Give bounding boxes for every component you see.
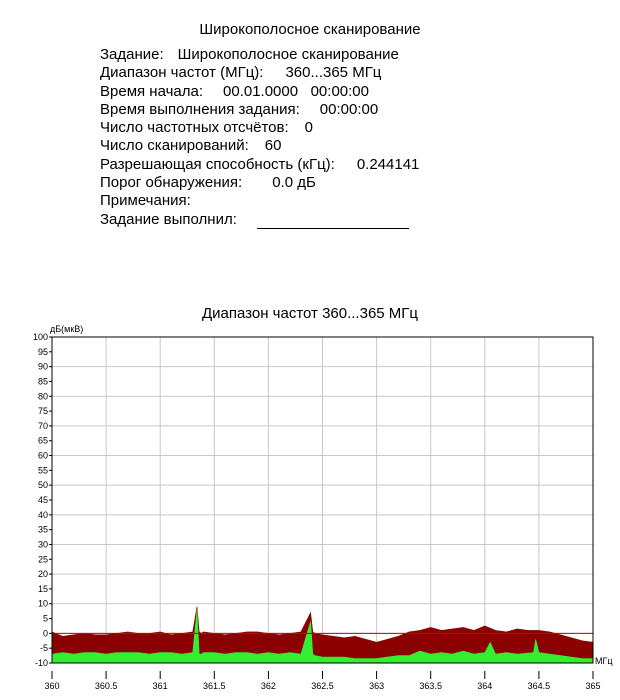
x-tick-label: 365 xyxy=(585,681,600,691)
report-row: Диапазон частот (МГц): 360...365 МГц xyxy=(100,64,419,82)
report-row-label: Диапазон частот (МГц): xyxy=(100,64,264,82)
y-tick-label: 70 xyxy=(38,421,48,431)
report-row-label: Время выполнения задания: xyxy=(100,100,300,118)
x-tick-label: 364 xyxy=(477,681,492,691)
x-tick-label: 364.5 xyxy=(528,681,551,691)
report-row: Порог обнаружения: 0.0 дБ xyxy=(100,174,419,192)
y-tick-label: 20 xyxy=(38,569,48,579)
report-row-value: Широкополосное сканирование xyxy=(177,46,399,63)
report-row: Примечания: xyxy=(100,192,419,210)
y-tick-label: 40 xyxy=(38,510,48,520)
y-tick-label: 35 xyxy=(38,525,48,535)
y-tick-label: 80 xyxy=(38,391,48,401)
y-tick-label: 5 xyxy=(43,614,48,624)
x-tick-label: 362 xyxy=(261,681,276,691)
report-row-value: 0.244141 xyxy=(356,155,420,173)
y-tick-label: 30 xyxy=(38,539,48,549)
report-row-label: Разрешающая способность (кГц): xyxy=(100,155,335,173)
x-tick-label: 363.5 xyxy=(419,681,442,691)
x-tick-label: 362.5 xyxy=(311,681,334,691)
report-row: Задание выполнил: xyxy=(100,211,419,229)
y-tick-label: 75 xyxy=(38,406,48,416)
x-tick-label: 360.5 xyxy=(95,681,118,691)
y-tick-label: 45 xyxy=(38,495,48,505)
report-row-label: Число частотных отсчётов: xyxy=(100,119,289,137)
report-row-value: 0.0 дБ xyxy=(272,174,316,192)
report-row-label: Задание: xyxy=(100,46,164,63)
report-row: Время выполнения задания: 00:00:00 xyxy=(100,101,419,119)
y-axis-label: дБ(мкВ) xyxy=(50,324,83,334)
y-tick-label: 100 xyxy=(33,332,48,342)
x-tick-label: 360 xyxy=(44,681,59,691)
y-tick-label: 0 xyxy=(43,628,48,638)
chart-title: Диапазон частот 360...365 МГц xyxy=(201,305,419,322)
y-tick-label: 60 xyxy=(38,451,48,461)
report-row-label: Число сканирований: xyxy=(100,137,249,155)
y-tick-label: 50 xyxy=(38,480,48,490)
y-tick-label: -10 xyxy=(35,658,48,668)
x-axis-label: МГц xyxy=(595,656,613,666)
report-row-label: Примечания: xyxy=(100,192,191,210)
report-row-label: Время начала: xyxy=(100,82,204,100)
report-title: Широкополосное сканирование xyxy=(199,21,421,38)
series-area-avg xyxy=(51,609,594,664)
x-tick-label: 361.5 xyxy=(203,681,226,691)
signature-line xyxy=(256,214,409,229)
y-tick-label: 65 xyxy=(38,436,48,446)
report-row-value: 360...365 МГц xyxy=(285,64,382,82)
y-tick-label: 10 xyxy=(38,599,48,609)
report-row: Число сканирований: 60 xyxy=(100,137,419,155)
report-row: Задание: Широкополосное сканирование xyxy=(100,46,419,64)
y-tick-label: 95 xyxy=(38,347,48,357)
y-tick-label: 85 xyxy=(38,376,48,386)
report-row: Разрешающая способность (кГц): 0.244141 xyxy=(100,156,419,174)
report-row: Время начала: 00.01.0000 00:00:00 xyxy=(100,83,419,101)
report-row-value: 60 xyxy=(264,137,282,155)
report-row-label: Задание выполнил: xyxy=(100,210,237,228)
report-row-value: 0 xyxy=(304,119,314,137)
y-tick-label: 15 xyxy=(38,584,48,594)
report-row-value: 00:00:00 xyxy=(319,100,379,118)
x-tick-label: 361 xyxy=(153,681,168,691)
y-tick-label: 55 xyxy=(38,465,48,475)
y-tick-label: 25 xyxy=(38,554,48,564)
y-tick-label: -5 xyxy=(40,643,48,653)
report-details: Задание: Широкополосное сканирование Диапа… xyxy=(100,46,419,229)
y-tick-label: 90 xyxy=(38,362,48,372)
report-row-label: Порог обнаружения: xyxy=(100,174,243,192)
report-row: Число частотных отсчётов: 0 xyxy=(100,119,419,137)
x-tick-label: 363 xyxy=(369,681,384,691)
report-row-value: 00.01.0000 00:00:00 xyxy=(223,82,369,100)
